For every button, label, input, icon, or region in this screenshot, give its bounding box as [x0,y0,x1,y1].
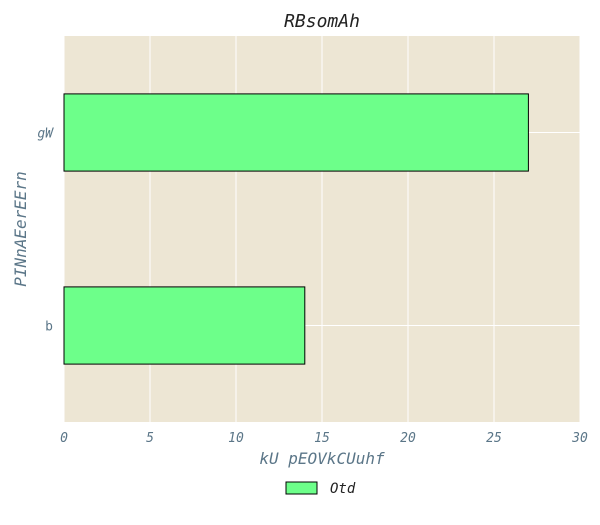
legend: Otd [285,481,356,497]
y-tick-label-b: b [45,320,53,335]
legend-swatch-otd [285,481,318,495]
x-axis-label: kU pEOVkCUuhf [259,449,385,468]
legend-label-otd: Otd [330,481,356,497]
x-tick-label-0: 0 [60,431,68,446]
x-tick-label-2: 10 [228,431,244,446]
chart-title: RBsomAh [284,11,360,32]
bar-gW [63,93,529,172]
x-tick-label-6: 30 [571,431,588,446]
x-tick-label-3: 15 [314,431,330,446]
x-tick-labels: 0 5 10 15 20 25 30 [60,431,588,446]
bar-b [63,286,306,365]
bars-group [63,93,529,365]
y-tick-label-gW: gW [37,127,54,142]
x-tick-label-5: 25 [486,431,502,446]
y-tick-labels: b gW [37,127,54,335]
y-axis-label: PINnAEerEErn [11,171,30,287]
x-tick-label-4: 20 [400,431,416,446]
x-tick-label-1: 5 [146,431,154,446]
